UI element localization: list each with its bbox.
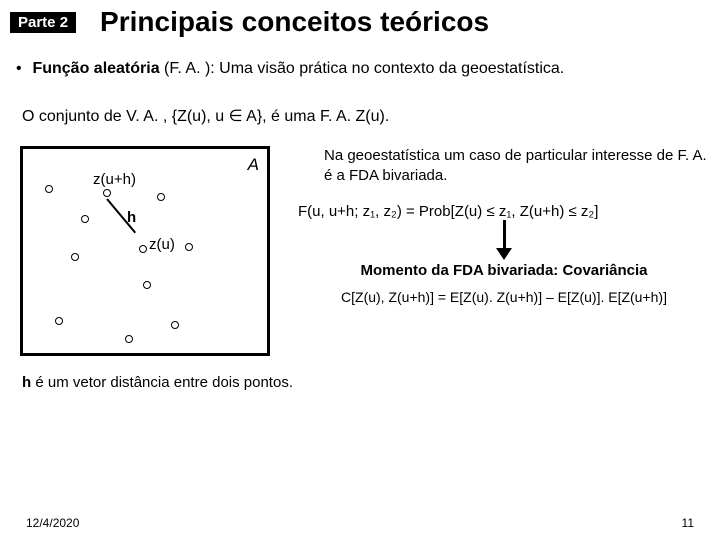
slide-header: Parte 2 Principais conceitos teóricos (0, 0, 720, 42)
definition-line: O conjunto de V. A. , {Z(u), u ∈ A}, é u… (0, 78, 720, 126)
sample-point (185, 243, 193, 251)
footer-date: 12/4/2020 (26, 516, 79, 530)
footnote: h h é um vetor distância entre dois pont… (0, 356, 720, 391)
sample-point (157, 193, 165, 201)
footer-page: 11 (682, 516, 694, 530)
sample-point (55, 317, 63, 325)
bullet-mid: (F. A. ): (160, 60, 220, 77)
label-z-uh: z(u+h) (93, 171, 136, 188)
diagram-box: A z(u+h) h z(u) (20, 146, 270, 356)
slide-footer: 12/4/2020 11 (0, 516, 720, 530)
label-z-u: z(u) (149, 236, 175, 253)
bullet-line: • Função aleatória (F. A. ): Uma visão p… (0, 42, 720, 78)
sample-point (125, 335, 133, 343)
sample-point (103, 189, 111, 197)
sample-point (81, 215, 89, 223)
right-line-3: Momento da FDA bivariada: Covariância (298, 262, 710, 279)
down-arrow-icon (298, 220, 710, 260)
right-line-1: Na geoestatística um caso de particular … (298, 146, 710, 185)
sample-point (45, 185, 53, 193)
label-h: h (127, 209, 136, 226)
part-badge: Parte 2 (10, 12, 76, 33)
right-line-4: C[Z(u), Z(u+h)] = E[Z(u). Z(u+h)] – E[Z(… (298, 289, 710, 305)
right-line-2: F(u, u+h; z₁, z₂) = Prob[Z(u) ≤ z₁, Z(u+… (298, 203, 710, 220)
sample-point (143, 281, 151, 289)
bullet-rest: Uma visão prática no contexto da geoesta… (219, 60, 564, 77)
region-label: A (248, 155, 259, 175)
bullet-bold: Função aleatória (32, 60, 159, 77)
right-text-block: Na geoestatística um caso de particular … (280, 146, 710, 356)
sample-point (71, 253, 79, 261)
sample-point (139, 245, 147, 253)
sample-point (171, 321, 179, 329)
slide-title: Principais conceitos teóricos (100, 6, 489, 38)
